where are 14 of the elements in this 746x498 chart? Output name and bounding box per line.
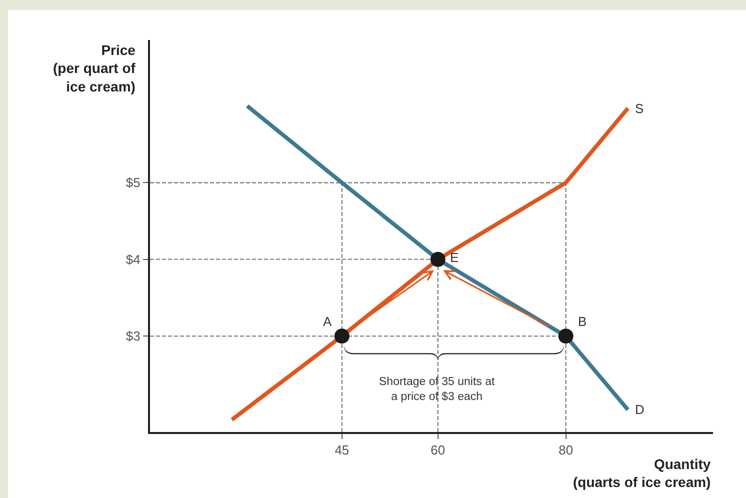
annotation: Shortage of 35 units at a price of $3 each <box>379 376 496 403</box>
x-tick-label: 45 <box>334 442 350 458</box>
y-tick-label: $4 <box>126 252 140 267</box>
x-tick-label: 60 <box>430 442 446 458</box>
y-tick-label: $3 <box>126 328 140 344</box>
annotation: E <box>450 250 459 265</box>
annotation: A <box>323 314 332 329</box>
series-label: D <box>635 402 644 417</box>
x-axis-title: Quantity (quarts of ice cream) <box>573 456 711 490</box>
y-tick-label: $5 <box>126 175 140 190</box>
annotation: B <box>578 314 587 329</box>
y-axis-title: Price (per quart of ice cream) <box>53 42 136 94</box>
x-tick-label: 80 <box>558 442 574 458</box>
series-label: S <box>635 101 644 116</box>
